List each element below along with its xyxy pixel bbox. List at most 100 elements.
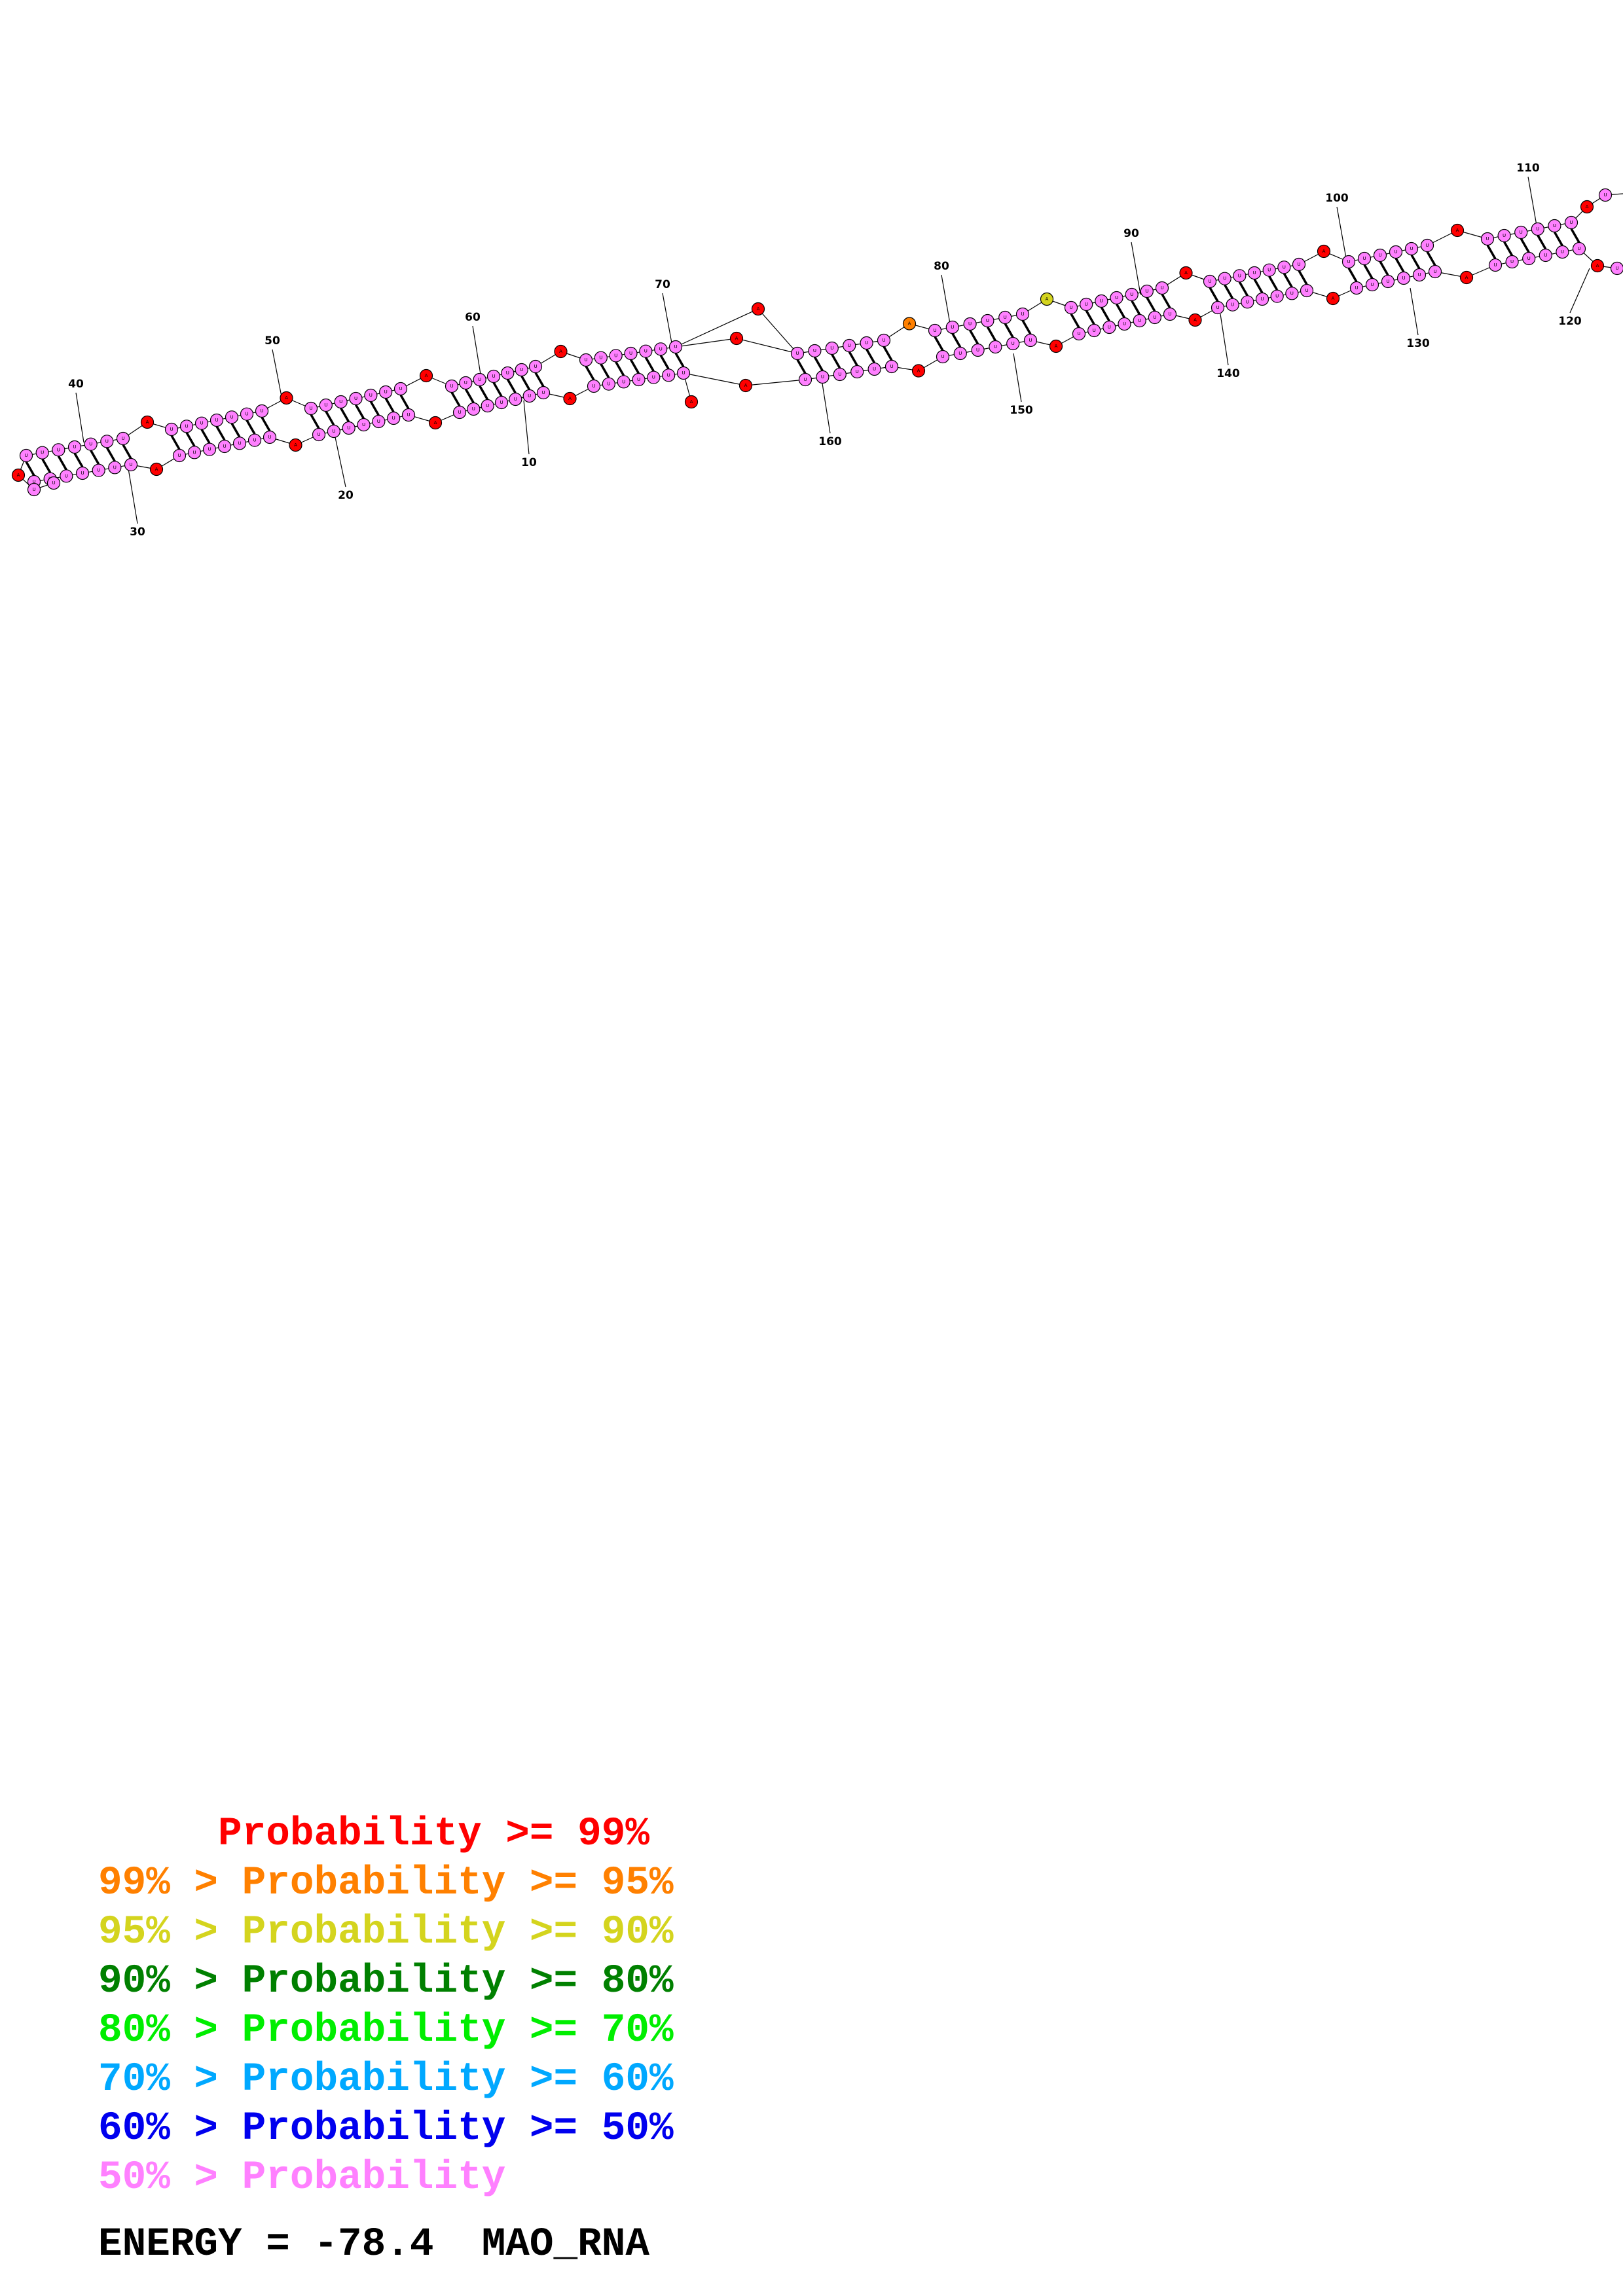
svg-text:U: U	[268, 435, 271, 440]
svg-text:U: U	[89, 442, 92, 447]
svg-text:A: A	[285, 395, 288, 401]
nucleotide-79: A	[729, 331, 744, 346]
nucleotide-89: U	[833, 367, 847, 382]
nucleotide-140: A	[1326, 291, 1340, 306]
svg-text:U: U	[332, 429, 335, 434]
svg-text:A: A	[559, 349, 562, 354]
svg-text:U: U	[976, 348, 979, 353]
svg-text:U: U	[1252, 270, 1256, 276]
nucleotide-108: A	[1049, 339, 1063, 353]
nucleotide-45: U	[387, 411, 401, 425]
svg-text:A: A	[568, 396, 572, 401]
nucleotide-85: U	[860, 336, 873, 350]
svg-text:A: A	[294, 442, 297, 448]
svg-text:U: U	[838, 372, 841, 377]
svg-text:U: U	[1577, 246, 1580, 251]
nucleotide-4: U	[67, 440, 82, 454]
nucleotide-27: U	[217, 439, 232, 454]
svg-text:U: U	[1362, 256, 1366, 261]
svg-text:A: A	[908, 321, 911, 327]
nucleotide-83: U	[825, 341, 839, 355]
nucleotide-171: A	[684, 395, 699, 409]
nucleotide-138: U	[1300, 283, 1314, 298]
legend-row-p90: 95% > Probability >= 90%	[98, 1910, 674, 1955]
nucleotide-41: U	[327, 424, 340, 439]
svg-text:U: U	[1153, 315, 1156, 320]
svg-text:U: U	[407, 412, 410, 418]
nucleotide-20: U	[210, 413, 224, 427]
svg-text:U: U	[1168, 312, 1171, 317]
svg-text:U: U	[450, 384, 453, 389]
nucleotide-43: U	[357, 418, 371, 432]
svg-text:U: U	[1069, 305, 1072, 310]
svg-text:U: U	[1527, 256, 1531, 261]
legend-row-p99: Probability >= 99%	[218, 1812, 649, 1857]
svg-text:U: U	[848, 343, 851, 348]
index-label-70: 70	[655, 278, 670, 291]
nucleotide-13: U	[108, 461, 122, 475]
svg-text:A: A	[1046, 296, 1049, 302]
svg-text:U: U	[1100, 298, 1103, 304]
nucleotide-69: U	[639, 344, 653, 358]
svg-text:U: U	[644, 349, 647, 354]
svg-text:U: U	[607, 382, 610, 387]
nucleotide-142: U	[1357, 251, 1372, 266]
svg-text:U: U	[1553, 223, 1556, 228]
nucleotide-59: U	[494, 395, 509, 410]
rna-structure-diagram: U U U U U U U U U U U U U U A A U U U U U U U U U U U U U U A A U U U U U U U U…	[11, 162, 1623, 539]
svg-text:U: U	[1021, 312, 1024, 317]
index-label-110: 110	[1516, 162, 1540, 175]
nucleotide-54: U	[515, 363, 528, 377]
nucleotide-40: U	[312, 427, 326, 442]
nucleotide-167: A	[11, 468, 26, 482]
svg-text:A: A	[690, 399, 693, 404]
svg-text:U: U	[667, 372, 670, 378]
svg-text:U: U	[1370, 282, 1374, 287]
svg-text:U: U	[32, 487, 35, 492]
nucleotide-62: U	[536, 386, 551, 400]
nucleotide-10: U	[60, 469, 73, 483]
nucleotide-172: A	[1580, 200, 1594, 214]
svg-text:U: U	[362, 422, 365, 427]
svg-text:U: U	[1223, 276, 1226, 281]
svg-text:A: A	[155, 467, 158, 472]
nucleotide-95: U	[928, 323, 942, 338]
nucleotide-96: U	[945, 320, 959, 334]
svg-text:U: U	[813, 348, 816, 353]
svg-text:U: U	[245, 412, 248, 417]
energy-value: ENERGY = -78.4	[98, 2222, 434, 2267]
nucleotide-115: U	[1155, 281, 1169, 295]
nucleotide-78: U	[676, 366, 691, 380]
svg-text:U: U	[478, 377, 481, 382]
svg-text:U: U	[994, 344, 997, 350]
svg-text:U: U	[1305, 288, 1308, 293]
svg-text:U: U	[1085, 302, 1088, 307]
nucleotide-128: U	[1247, 266, 1262, 280]
nucleotide-74: U	[617, 375, 630, 389]
svg-text:U: U	[97, 468, 100, 473]
svg-text:U: U	[1260, 296, 1264, 302]
energy-footer: ENERGY = -78.4 MAO_RNA	[98, 2222, 649, 2267]
nucleotide-107: A	[1040, 292, 1054, 306]
svg-text:U: U	[986, 318, 989, 323]
nucleotide-63: A	[554, 344, 568, 359]
nucleotide-127: U	[1233, 269, 1247, 283]
svg-text:U: U	[1123, 321, 1126, 327]
svg-text:U: U	[377, 419, 380, 424]
nucleotide-75: U	[632, 372, 646, 387]
nucleotide-28: U	[232, 437, 247, 450]
svg-text:U: U	[659, 346, 663, 351]
svg-text:U: U	[1108, 325, 1111, 330]
svg-text:U: U	[1246, 299, 1249, 304]
svg-text:U: U	[200, 421, 203, 426]
svg-text:U: U	[1433, 269, 1436, 274]
nucleotide-121: U	[1148, 310, 1161, 325]
svg-text:U: U	[1267, 268, 1271, 273]
index-label-100: 100	[1325, 192, 1349, 205]
svg-text:U: U	[238, 440, 241, 446]
nucleotide-119: U	[1118, 317, 1131, 331]
nucleotide-160: U	[1564, 215, 1578, 230]
nucleotide-53: U	[501, 366, 515, 380]
svg-text:U: U	[399, 386, 402, 391]
svg-text:A: A	[744, 383, 748, 388]
